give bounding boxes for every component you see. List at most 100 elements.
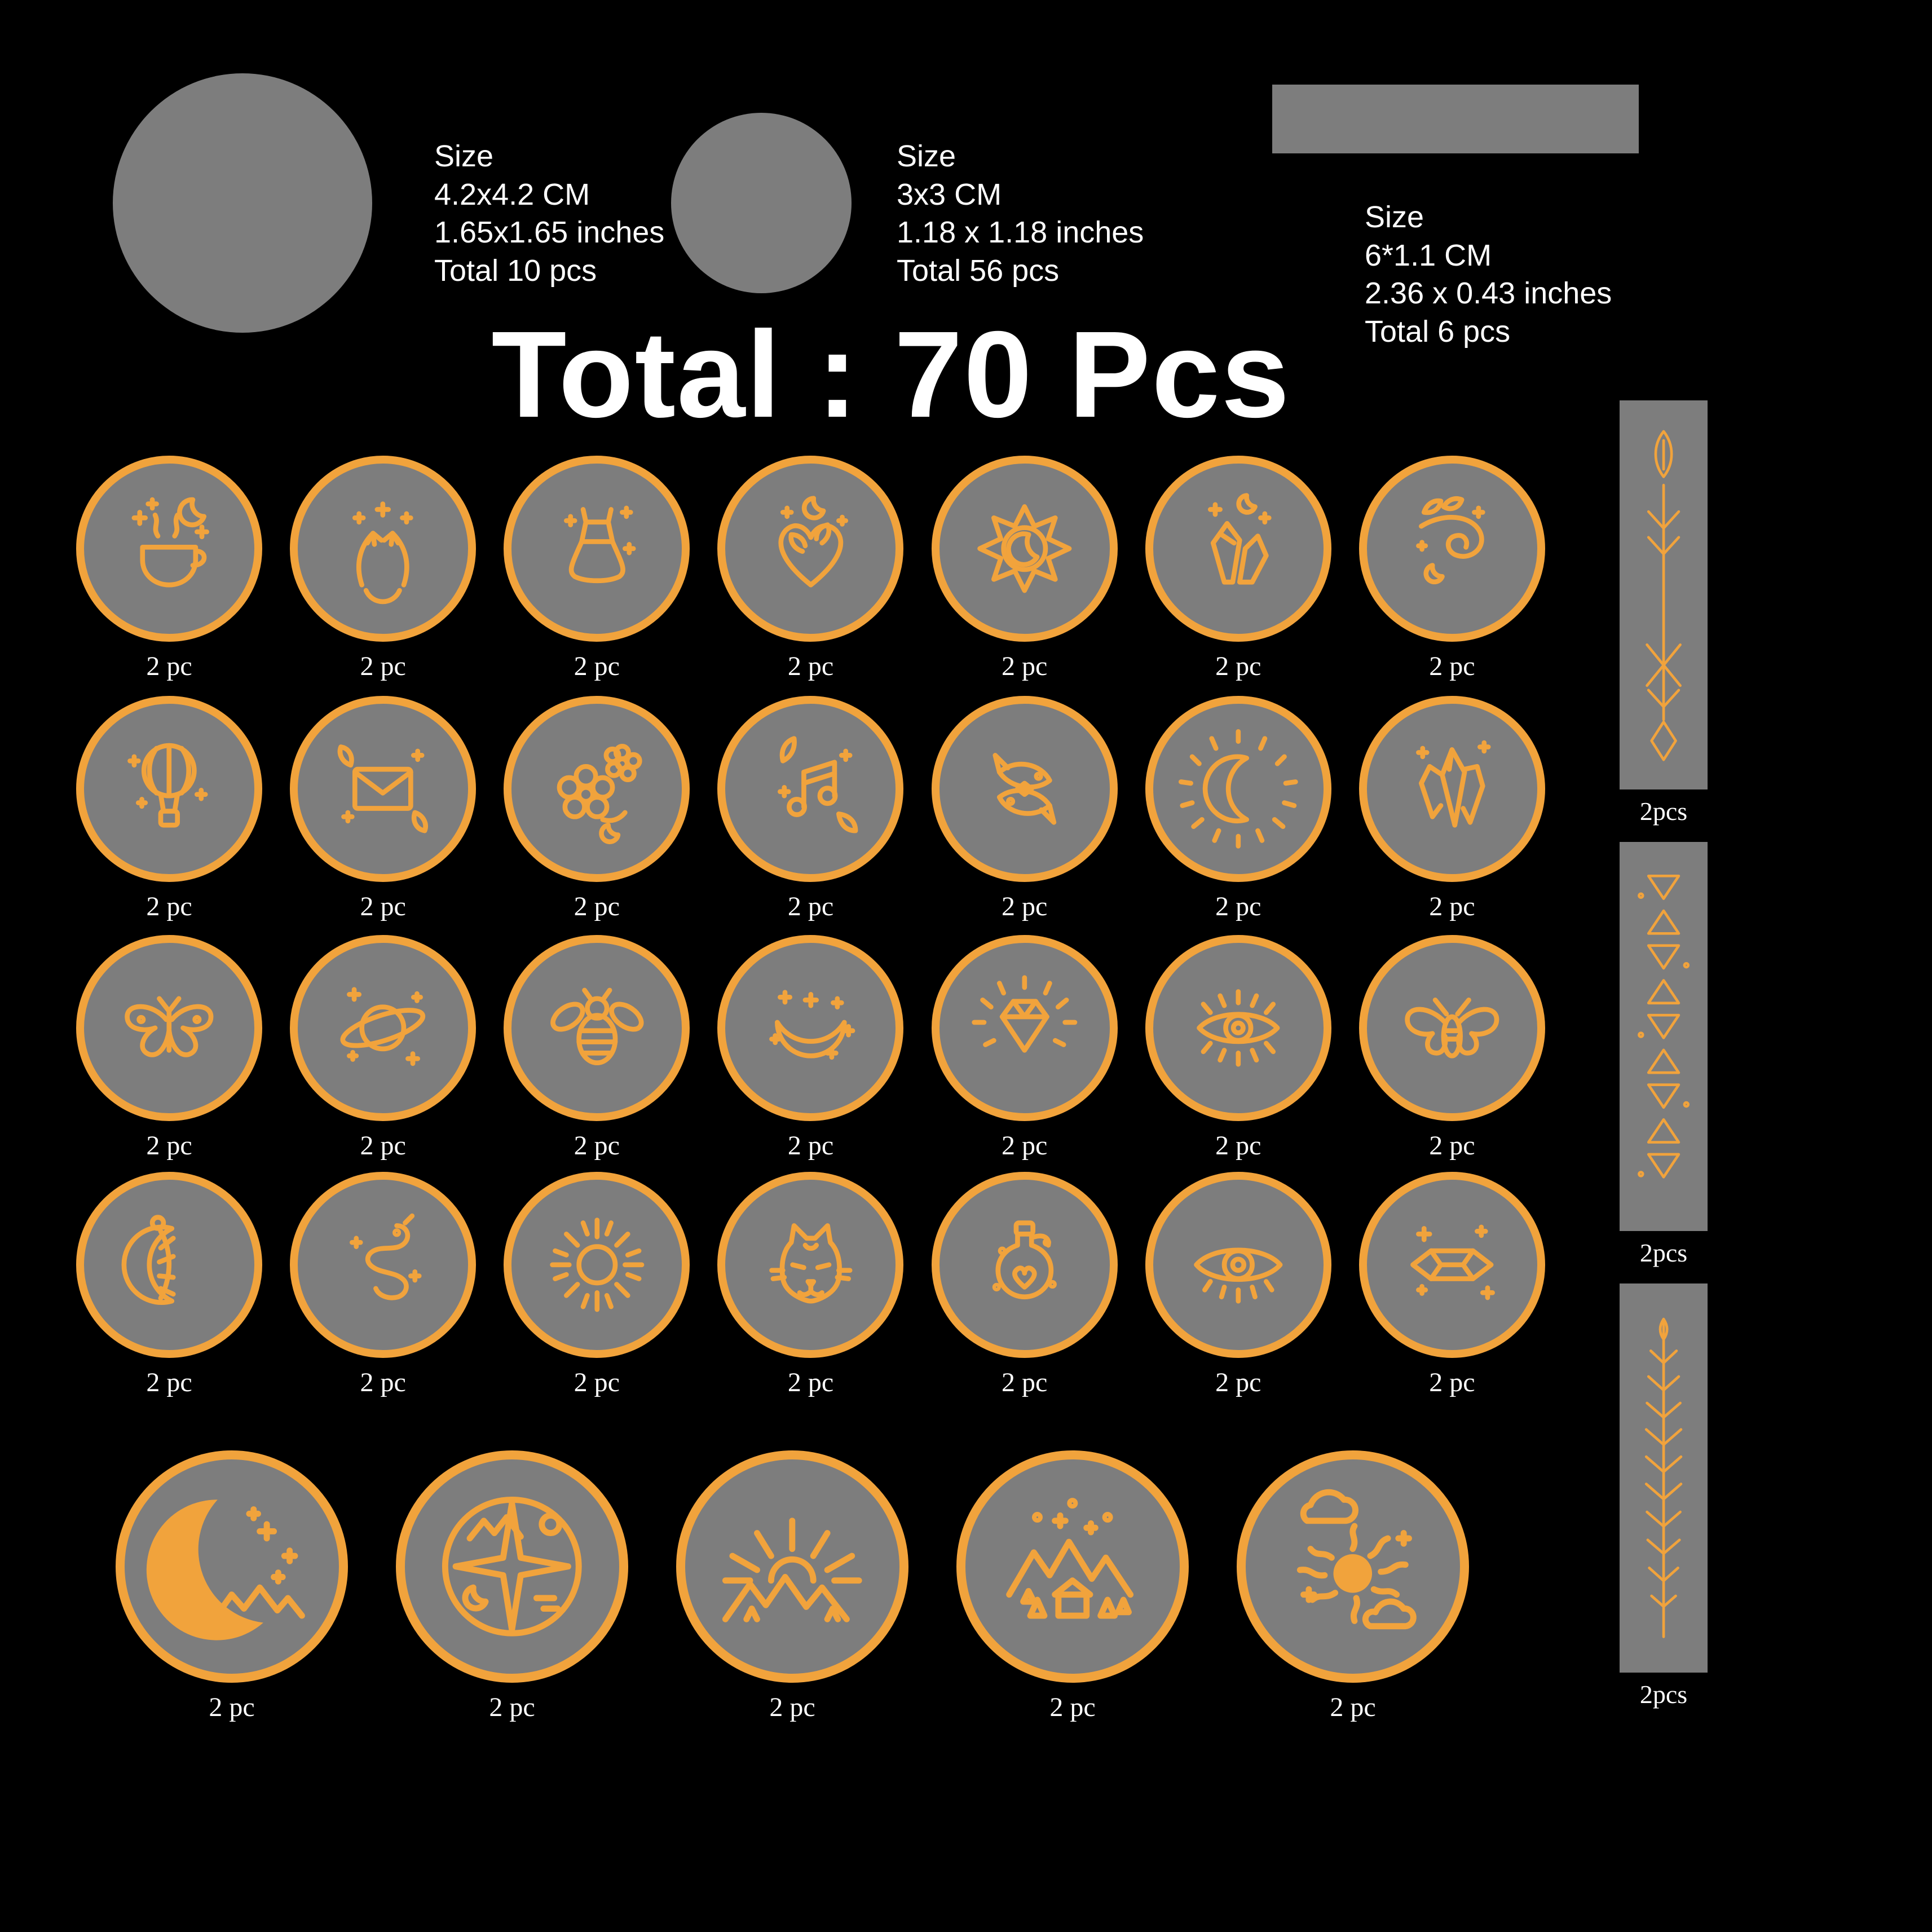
size-inches: 2.36 x 0.43 inches: [1365, 276, 1612, 310]
snake-sticker: [290, 1172, 477, 1358]
sticker-qty-label: 2 pc: [574, 892, 620, 921]
crescent-stars-sticker: [717, 935, 904, 1121]
potion-bottle-sticker: [931, 1172, 1118, 1358]
coffee-cup-icon: [99, 479, 239, 619]
compass-landscape-sticker: [396, 1450, 628, 1683]
dress-icon: [527, 479, 667, 619]
sun-clouds-sticker: [1237, 1450, 1469, 1683]
eye-lashes-icon: [1168, 958, 1308, 1098]
sticker-qty-label: 2 pc: [1429, 651, 1475, 681]
sticker-crystal-cluster: 2 pc: [1358, 696, 1545, 922]
sunrise-mountains-sticker: [676, 1450, 908, 1683]
pisces-fish-sticker: [931, 696, 1118, 882]
saturn-icon: [313, 958, 453, 1098]
cat-sticker: [717, 1172, 904, 1358]
sticker-saturn: 2 pc: [290, 935, 477, 1161]
sticker-moon-sprig: 2 pc: [76, 1172, 262, 1398]
sticker-qty-label: 2 pc: [360, 1368, 406, 1397]
sticker-crystal-moon: 2 pc: [1145, 456, 1331, 682]
sticker-sunrise-mountains: 2 pc: [676, 1450, 908, 1723]
strip-qty-label: 2pcs: [1639, 1680, 1688, 1709]
sticker-qty-label: 2 pc: [1215, 892, 1261, 921]
crystal-point-sticker: [1358, 1172, 1545, 1358]
arrow-sticker: [1620, 400, 1708, 789]
page-title: Total : 70 Pcs: [491, 306, 1291, 443]
sticker-qty-label: 2 pc: [787, 1368, 834, 1397]
vine-moon-sticker: [1358, 456, 1545, 642]
sticker-mountain-village: 2 pc: [956, 1450, 1189, 1723]
sticker-row-1: 2 pc 2 pc 2 pc 2 pc 2 pc 2 pc 2 pc: [76, 456, 1545, 682]
sticker-sun: 2 pc: [504, 1172, 690, 1398]
size-label: Size: [897, 139, 956, 173]
envelope-icon: [313, 719, 453, 859]
strip-triangle-column: 2pcs: [1620, 842, 1708, 1283]
snake-icon: [313, 1195, 453, 1335]
crystal-cluster-sticker: [1358, 696, 1545, 882]
sticker-row-5: 2 pc 2 pc 2 pc 2 pc 2 pc: [116, 1450, 1469, 1723]
hands-moon-sticker: [290, 456, 477, 642]
sticker-qty-label: 2 pc: [574, 1368, 620, 1397]
sticker-vine-moon: 2 pc: [1358, 456, 1545, 682]
sun-icon: [527, 1195, 667, 1335]
sticker-music-notes: 2 pc: [717, 696, 904, 922]
envelope-sticker: [290, 696, 477, 882]
sticker-qty-label: 2 pc: [787, 892, 834, 921]
size-spec-large: Size 4.2x4.2 CM 1.65x1.65 inches Total 1…: [434, 138, 664, 290]
sticker-eye: 2 pc: [1145, 1172, 1331, 1398]
sticker-dress: 2 pc: [504, 456, 690, 682]
sticker-qty-label: 2 pc: [574, 1131, 620, 1161]
sticker-diamond: 2 pc: [931, 935, 1118, 1161]
flowers-sticker: [504, 696, 690, 882]
size-cm: 3x3 CM: [897, 177, 1002, 211]
sticker-qty-label: 2 pc: [1215, 651, 1261, 681]
geometric-sun-sticker: [931, 456, 1118, 642]
pisces-fish-icon: [955, 719, 1095, 859]
diamond-sticker: [931, 935, 1118, 1121]
sun-sticker: [504, 1172, 690, 1358]
sticker-flowers: 2 pc: [504, 696, 690, 922]
leaf-heart-sticker: [717, 456, 904, 642]
sticker-qty-label: 2 pc: [1429, 1368, 1475, 1397]
hot-air-balloon-sticker: [76, 696, 262, 882]
cat-icon: [741, 1195, 881, 1335]
sticker-row-3: 2 pc 2 pc 2 pc 2 pc 2 pc 2 pc 2 pc: [76, 935, 1545, 1161]
strip-arrow: 2pcs: [1620, 400, 1708, 842]
compass-landscape-icon: [424, 1479, 600, 1655]
sticker-qty-label: 2 pc: [1215, 1131, 1261, 1161]
crystal-point-icon: [1382, 1195, 1522, 1335]
feather-icon: [1626, 1293, 1701, 1663]
sticker-qty-label: 2 pc: [1330, 1692, 1376, 1722]
sticker-leaf-heart: 2 pc: [717, 456, 904, 682]
mountain-village-sticker: [956, 1450, 1189, 1683]
sticker-crystal-point: 2 pc: [1358, 1172, 1545, 1398]
leaf-heart-icon: [741, 479, 881, 619]
dress-sticker: [504, 456, 690, 642]
crescent-sun-sticker: [1145, 696, 1331, 882]
sticker-qty-label: 2 pc: [574, 651, 620, 681]
moon-mountains-icon: [144, 1479, 320, 1655]
moon-sprig-icon: [99, 1195, 239, 1335]
geometric-sun-icon: [955, 479, 1095, 619]
butterfly-icon: [99, 958, 239, 1098]
sticker-qty-label: 2 pc: [146, 1131, 192, 1161]
sticker-qty-label: 2 pc: [787, 651, 834, 681]
sticker-qty-label: 2 pc: [1001, 651, 1048, 681]
coffee-cup-sticker: [76, 456, 262, 642]
eye-lashes-sticker: [1145, 935, 1331, 1121]
hands-moon-icon: [313, 479, 453, 619]
sticker-qty-label: 2 pc: [1049, 1692, 1096, 1722]
sticker-bee: 2 pc: [504, 935, 690, 1161]
sticker-cat: 2 pc: [717, 1172, 904, 1398]
sticker-qty-label: 2 pc: [209, 1692, 255, 1722]
sticker-qty-label: 2 pc: [146, 1368, 192, 1397]
crescent-sun-icon: [1168, 719, 1308, 859]
crystal-moon-icon: [1168, 479, 1308, 619]
feather-sticker: [1620, 1283, 1708, 1673]
sticker-qty-label: 2 pc: [360, 1131, 406, 1161]
sticker-moon-mountains: 2 pc: [116, 1450, 348, 1723]
sticker-qty-label: 2 pc: [489, 1692, 535, 1722]
sticker-snake: 2 pc: [290, 1172, 477, 1398]
moth-icon: [1382, 958, 1522, 1098]
size-total: Total 56 pcs: [897, 253, 1060, 288]
